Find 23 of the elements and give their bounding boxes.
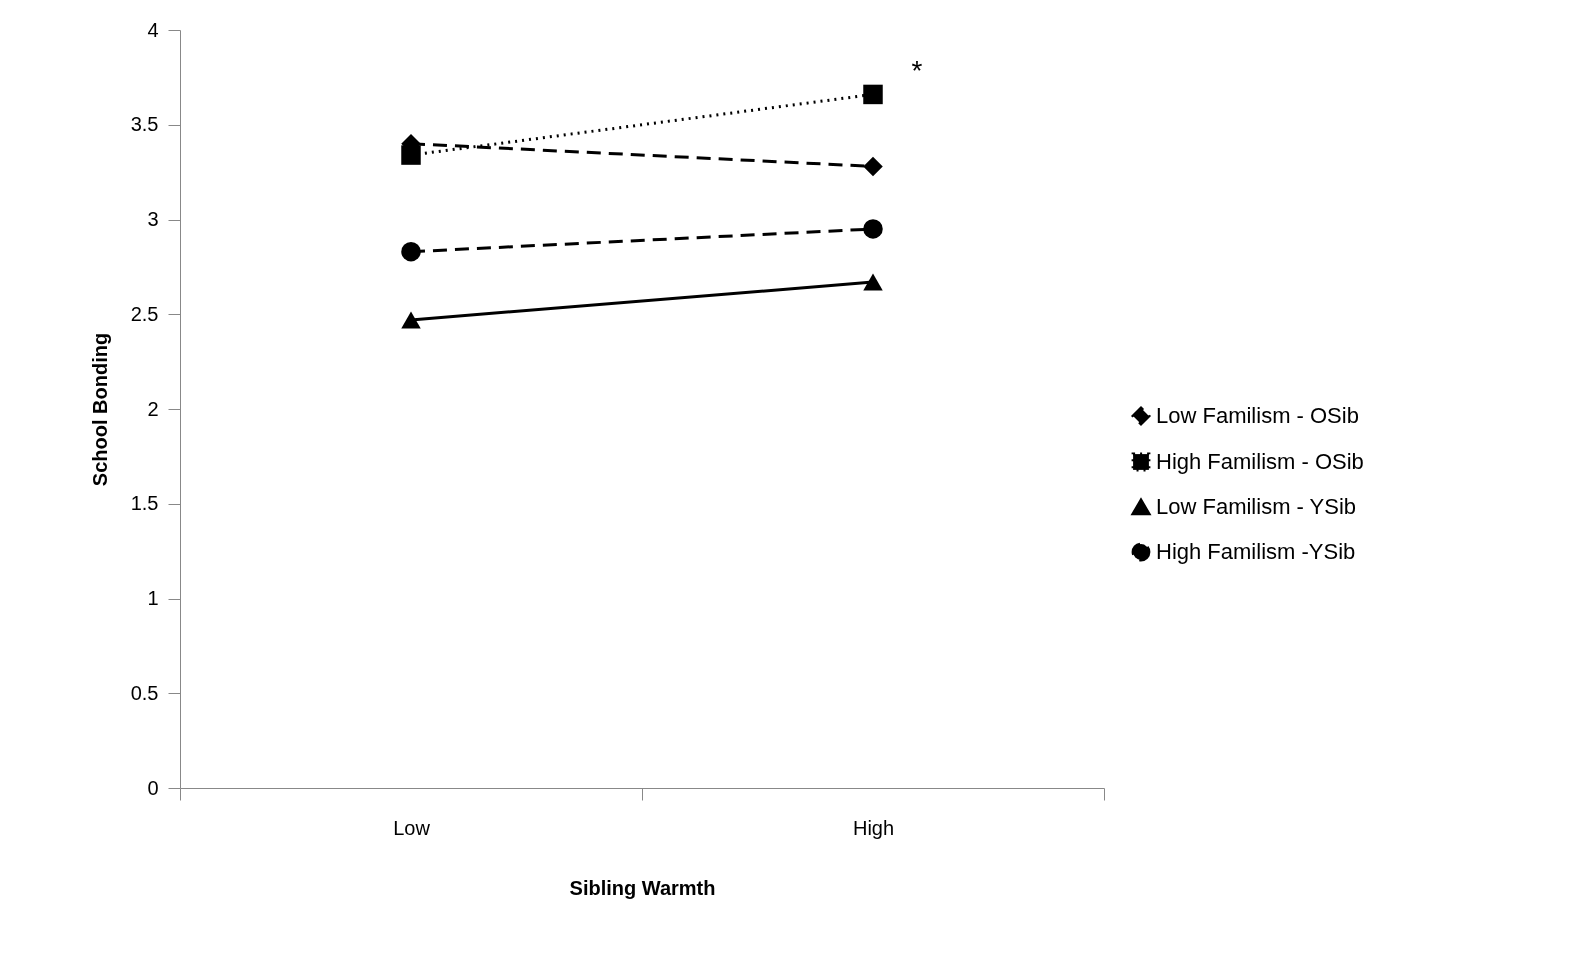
y-axis-title: School Bonding [88, 332, 111, 487]
y-tick-label: 3 [147, 208, 159, 230]
point [863, 156, 883, 177]
point [401, 241, 421, 262]
y-tick-label: 3.5 [130, 113, 159, 136]
annotation: * [911, 55, 923, 87]
y-tick-label: 0 [147, 776, 159, 799]
legend-label: High Familism -YSib [1156, 539, 1356, 564]
y-tick-label: 1.5 [130, 492, 159, 515]
point [401, 145, 421, 165]
x-tick-label: High [852, 816, 895, 839]
y-tick-label: 2.5 [130, 302, 159, 325]
legend-label: Low Familism - YSib [1156, 494, 1357, 519]
point [863, 84, 883, 105]
point [863, 219, 883, 239]
y-tick-label: 1 [147, 587, 159, 609]
legend-label: High Familism - OSib [1156, 449, 1364, 474]
x-axis-title: Sibling Warmth [569, 876, 716, 899]
y-tick-label: 0.5 [130, 681, 159, 704]
x-tick-label: Low [393, 816, 431, 839]
legend-label: Low Familism - OSib [1156, 403, 1359, 428]
y-tick-label: 2 [147, 397, 159, 420]
y-tick-label: 4 [147, 18, 159, 41]
